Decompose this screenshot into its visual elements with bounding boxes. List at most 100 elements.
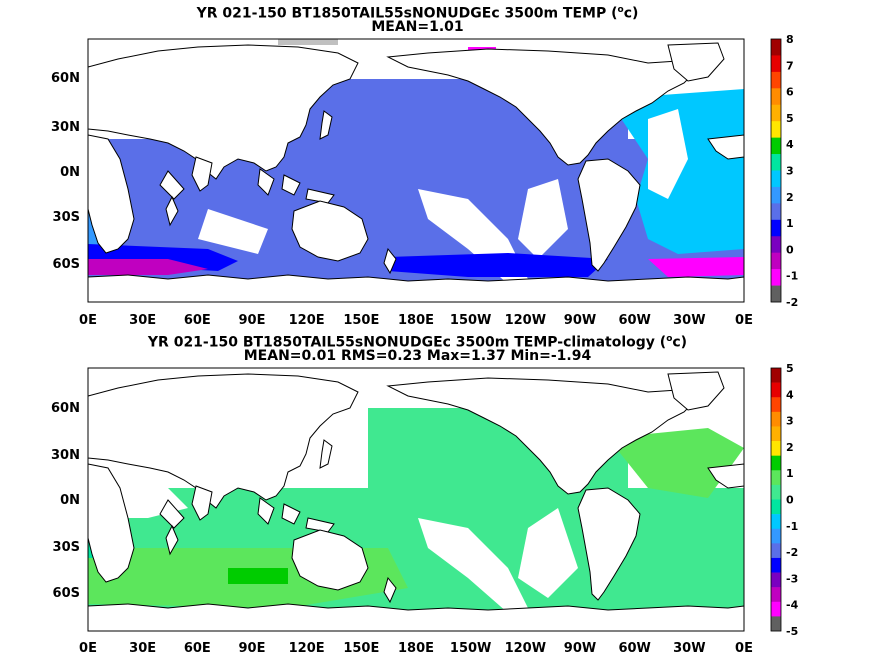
panel2-colorbar-label: -5: [786, 625, 798, 638]
panel2-colorbar-label: 5: [786, 362, 794, 375]
panel1-xtick: 60E: [184, 313, 211, 328]
panel1-colorbar-label: 3: [786, 165, 794, 178]
panel2-colorbar-frame: [770, 367, 782, 632]
panel2-xtick: 180E: [398, 641, 434, 656]
panel1-frame: [87, 38, 745, 303]
panel1-colorbar-swatch: [771, 269, 781, 286]
panel1-colorbar-swatch: [771, 170, 781, 188]
panel1-south-purple-1: [88, 259, 208, 275]
panel1-ytick: 30N: [51, 120, 80, 135]
panel2-colorbar-swatch: [771, 411, 781, 427]
panel1-colorbar-swatch: [771, 137, 781, 155]
panel1-ridge-2: [198, 209, 268, 254]
panel1-colorbar-label: -1: [786, 270, 798, 283]
panel2-colorbar-swatch: [771, 455, 781, 471]
panel2-ytick: 0N: [60, 493, 80, 508]
panel1-xtick: 0E: [735, 313, 753, 328]
panel2-xtick: 150W: [450, 641, 491, 656]
panel1-xtick: 180E: [398, 313, 434, 328]
panel1-colorbar-label: 1: [786, 217, 794, 230]
panel2-atlantic-south: [648, 508, 744, 604]
panel2-colorbar-swatch: [771, 484, 781, 500]
panel2-ytick: 30N: [51, 448, 80, 463]
panel1-ytick: 60N: [51, 71, 80, 86]
panel1-colorbar-swatch: [771, 71, 781, 89]
panel1-xtick: 30E: [129, 313, 156, 328]
panel2-xtick: 30E: [129, 641, 156, 656]
panel1-xaxis: 0E 30E 60E 90E 120E 150E 180E 150W 120W 90W 60W 30W…: [79, 313, 753, 328]
panel2-xtick: 90W: [564, 641, 596, 656]
panel2-xtick: 0E: [79, 641, 97, 656]
panel2-xtick: 0E: [735, 641, 753, 656]
panel2-xtick: 120W: [505, 641, 546, 656]
panel2-colorbar-swatch: [771, 441, 781, 456]
panel1-colorbar-label: 0: [786, 243, 794, 256]
panel2-colorbar-swatch: [771, 601, 781, 617]
panel1-colorbar-label: -2: [786, 296, 798, 309]
panel2-colorbar-label: 1: [786, 467, 794, 480]
panel2-ridge-2: [518, 508, 578, 598]
panel2-xtick: 30W: [673, 641, 705, 656]
panel1-colorbar-swatch: [771, 186, 781, 204]
panel1-xtick: 120E: [289, 313, 325, 328]
panel1-xtick: 30W: [673, 313, 705, 328]
panel1-subtitle: MEAN=1.01: [371, 19, 464, 35]
panel2-colorbar-swatch: [771, 368, 781, 383]
panel1-colorbar-frame: [770, 38, 782, 303]
panel2-colorbar-label: 4: [786, 388, 794, 401]
panel2-colorbar: 5 4 3 2 1 0 -1 -2 -3 -4 -5: [770, 362, 799, 638]
panel2-atlantic-north: [608, 428, 744, 498]
panel1-xtick: 90W: [564, 313, 596, 328]
panel2-colorbar-swatch: [771, 397, 781, 413]
panel2-colorbar-swatch: [771, 572, 781, 588]
panel1-colorbar: 8 7 6 5 4 3 2 1 0 -1 -2: [770, 33, 798, 309]
panel2-ytick: 30S: [53, 540, 80, 555]
panel1-colorbar-label: 5: [786, 112, 794, 125]
panel2-map: [87, 367, 745, 632]
panel1-xtick: 120W: [505, 313, 546, 328]
panel1-map: [87, 38, 745, 303]
panel2-colorbar-swatch: [771, 382, 781, 398]
panel2-xtick: 60W: [618, 641, 650, 656]
panel2-colorbar-label: 2: [786, 441, 794, 454]
panel2-ytick: 60N: [51, 401, 80, 416]
panel2-frame: [87, 367, 745, 632]
panel1-xtick: 0E: [79, 313, 97, 328]
panel2-subtitle: MEAN=0.01 RMS=0.23 Max=1.37 Min=-1.94: [243, 348, 592, 364]
panel2-xaxis: 0E 30E 60E 90E 120E 150E 180E 150W 120W 90W 60W 30W…: [79, 641, 753, 656]
panel2-colorbar-swatch: [771, 528, 781, 544]
panel2-colorbar-swatch: [771, 426, 781, 442]
panel2-colorbar-label: 3: [786, 415, 794, 428]
panel1-south-magenta: [648, 257, 744, 277]
panel1-xtick: 60W: [618, 313, 650, 328]
panel2-colorbar-swatch: [771, 587, 781, 603]
panel2-colorbar-label: -2: [786, 546, 798, 559]
panel2-title: YR 021-150 BT1850TAIL55sNONUDGEc 3500m T…: [147, 334, 688, 351]
panel2-xtick: 60E: [184, 641, 211, 656]
panel1-ridge-3: [518, 179, 568, 259]
panel1-colorbar-label: 7: [786, 59, 794, 72]
panel1-atlantic-ridge: [648, 109, 688, 199]
panel1-ytick: 0N: [60, 165, 80, 180]
panel2-colorbar-swatch: [771, 470, 781, 486]
panel2-ytick: 60S: [53, 586, 80, 601]
panel1-colorbar-swatch: [771, 154, 781, 171]
panel2-colorbar-label: -1: [786, 520, 798, 533]
panel2-colorbar-swatch: [771, 616, 781, 632]
panel2-xtick: 120E: [289, 641, 325, 656]
panel2-colorbar-label: 0: [786, 494, 794, 507]
panel1-colorbar-swatch: [771, 203, 781, 221]
panel1-colorbar-swatch: [771, 252, 781, 270]
panel2-xtick: 90E: [239, 641, 266, 656]
panel2-xtick: 150E: [343, 641, 379, 656]
panel1-arctic-grey: [278, 39, 338, 45]
panel1-colorbar-label: 6: [786, 86, 794, 99]
panel1-xtick: 150W: [450, 313, 491, 328]
panel2-colorbar-label: -4: [786, 599, 799, 612]
panel2-green-patch: [228, 568, 288, 584]
panel1-colorbar-swatch: [771, 285, 781, 303]
panel1-colorbar-swatch: [771, 104, 781, 122]
panel1-colorbar-label: 8: [786, 33, 794, 46]
panel1-xtick: 90E: [239, 313, 266, 328]
